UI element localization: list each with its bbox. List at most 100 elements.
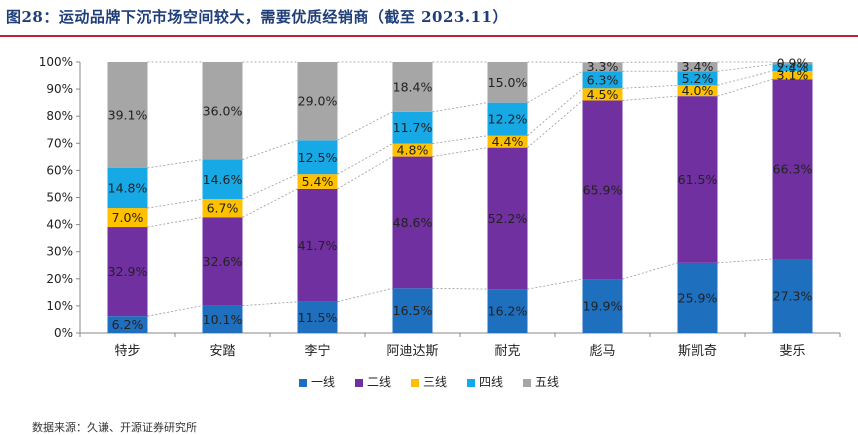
- data-label: 15.0%: [488, 75, 528, 90]
- series-connector-line: [338, 288, 393, 302]
- data-label: 6.7%: [207, 201, 239, 216]
- series-connector-line: [433, 148, 488, 157]
- legend-swatch: [411, 379, 419, 387]
- data-label: 14.8%: [108, 181, 148, 196]
- x-tick-label: 安踏: [209, 344, 235, 359]
- data-label: 41.7%: [298, 238, 338, 253]
- series-connector-line: [243, 189, 298, 217]
- data-label: 7.0%: [112, 210, 144, 225]
- data-label: 32.9%: [108, 264, 148, 279]
- data-label: 36.0%: [203, 103, 243, 118]
- x-tick-label: 李宁: [304, 343, 330, 359]
- y-tick-label: 100%: [39, 55, 73, 69]
- legend-label: 三线: [423, 375, 447, 389]
- series-connector-line: [528, 279, 583, 289]
- data-label: 27.3%: [773, 289, 813, 304]
- series-connector-line: [243, 174, 298, 199]
- y-tick-label: 30%: [46, 245, 73, 259]
- legend-item: 五线: [523, 373, 559, 390]
- data-label: 16.2%: [488, 304, 528, 319]
- series-connector-line: [243, 140, 298, 159]
- data-label: 12.5%: [298, 150, 338, 165]
- data-label: 4.4%: [492, 134, 524, 149]
- data-label: 18.4%: [393, 79, 433, 94]
- chart-legend: 一线 二线 三线 四线 五线: [0, 373, 858, 390]
- series-connector-line: [338, 144, 393, 175]
- y-tick-label: 70%: [46, 136, 73, 150]
- series-connector-line: [148, 199, 203, 208]
- data-label: 4.5%: [587, 87, 619, 102]
- legend-label: 四线: [479, 375, 503, 389]
- y-tick-label: 10%: [46, 299, 73, 313]
- data-label: 4.8%: [397, 143, 429, 158]
- legend-swatch: [355, 379, 363, 387]
- legend-label: 二线: [367, 375, 391, 389]
- data-label: 65.9%: [583, 182, 623, 197]
- legend-swatch: [299, 379, 307, 387]
- legend-item: 四线: [467, 373, 503, 390]
- series-connector-line: [623, 96, 678, 100]
- data-label: 5.4%: [302, 174, 334, 189]
- data-label: 32.6%: [203, 254, 243, 269]
- data-label: 3.3%: [587, 59, 619, 74]
- data-label: 39.1%: [108, 107, 148, 122]
- x-tick-label: 耐克: [494, 344, 520, 359]
- stacked-bar-chart: 0% 10% 20% 30% 40% 50% 60% 70% 80% 90% 100% 6.2% 32.…: [0, 0, 858, 372]
- y-tick-label: 40%: [46, 218, 73, 232]
- series-connector-line: [528, 100, 583, 147]
- series-connector-line: [718, 71, 773, 85]
- x-tick-label: 斐乐: [779, 344, 805, 359]
- legend-item: 三线: [411, 373, 447, 390]
- series-connector-line: [718, 259, 773, 263]
- legend-swatch: [523, 379, 531, 387]
- y-tick-label: 50%: [46, 191, 73, 205]
- series-connector-line: [718, 79, 773, 96]
- data-label: 10.1%: [203, 312, 243, 327]
- data-label: 25.9%: [678, 290, 718, 305]
- series-connector-line: [623, 263, 678, 279]
- x-tick-label: 斯凯奇: [678, 343, 717, 359]
- data-label: 61.5%: [678, 172, 718, 187]
- series-connector-line: [433, 136, 488, 144]
- data-label: 11.5%: [298, 310, 338, 325]
- legend-swatch: [467, 379, 475, 387]
- series-connector-line: [623, 85, 678, 88]
- data-label: 14.6%: [203, 172, 243, 187]
- x-tick-label: 特步: [114, 344, 140, 359]
- y-tick-label: 20%: [46, 272, 73, 286]
- data-label: 6.2%: [112, 317, 144, 332]
- data-label: 11.7%: [393, 120, 433, 135]
- data-label: 0.9%: [777, 56, 809, 71]
- series-connector-line: [338, 112, 393, 140]
- data-label: 3.4%: [682, 59, 714, 74]
- data-label: 48.6%: [393, 215, 433, 230]
- data-label: 12.2%: [488, 112, 528, 127]
- data-label: 66.3%: [773, 162, 813, 177]
- data-label: 6.3%: [587, 72, 619, 87]
- data-label: 19.9%: [583, 299, 623, 314]
- y-tick-label: 90%: [46, 82, 73, 96]
- data-label: 29.0%: [298, 94, 338, 109]
- y-tick-label: 60%: [46, 163, 73, 177]
- data-label: 52.2%: [488, 211, 528, 226]
- y-tick-label: 0%: [54, 326, 73, 340]
- legend-item: 一线: [299, 373, 335, 390]
- series-connector-line: [243, 302, 298, 306]
- series-connector-line: [528, 88, 583, 135]
- x-tick-label: 阿迪达斯: [386, 344, 438, 359]
- x-tick-label: 彪马: [589, 344, 615, 359]
- legend-label: 五线: [535, 375, 559, 389]
- series-connector-line: [148, 306, 203, 317]
- source-note: 数据来源：久谦、开源证券研究所: [32, 419, 197, 435]
- legend-item: 二线: [355, 373, 391, 390]
- data-label: 16.5%: [393, 303, 433, 318]
- series-connector-line: [718, 64, 773, 71]
- series-connector-line: [148, 217, 203, 227]
- series-connector-line: [148, 160, 203, 168]
- y-tick-label: 80%: [46, 109, 73, 123]
- series-connector-line: [433, 288, 488, 289]
- series-connector-line: [528, 71, 583, 102]
- legend-label: 一线: [311, 375, 335, 389]
- series-connector-line: [433, 103, 488, 112]
- series-connector-line: [338, 157, 393, 189]
